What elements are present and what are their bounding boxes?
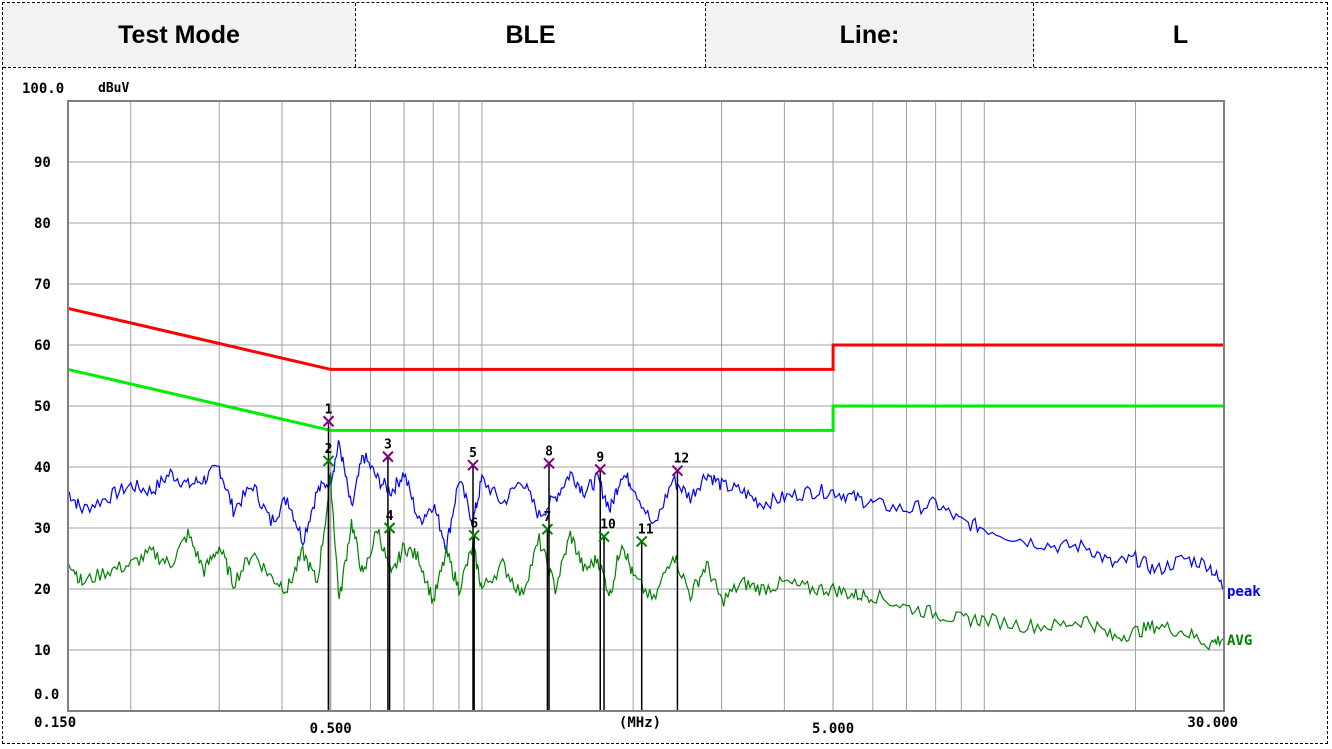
marker-cross-5 xyxy=(467,459,479,471)
y-tick-label: 100.0 xyxy=(22,81,64,97)
marker-cross-9 xyxy=(594,463,606,476)
test-mode-label: Test Mode xyxy=(3,3,355,67)
marker-cross-4 xyxy=(383,522,396,534)
marker-cross-7 xyxy=(541,523,554,535)
marker-cross-11 xyxy=(636,535,648,548)
limit-line-avg xyxy=(67,367,1224,432)
y-tick-label: 20 xyxy=(34,582,51,598)
marker-cross-1 xyxy=(322,415,335,427)
y-tick-label: 90 xyxy=(34,155,51,171)
y-axis-unit: dBuV xyxy=(98,81,129,96)
y-tick-label: 10 xyxy=(34,643,51,659)
marker-label-9: 9 xyxy=(596,450,604,465)
marker-cross-8 xyxy=(543,457,555,470)
y-tick-label: 0.0 xyxy=(34,687,59,703)
marker-label-8: 8 xyxy=(545,444,553,459)
y-tick-label: 60 xyxy=(34,338,51,354)
y-tick-label: 40 xyxy=(34,460,51,476)
marker-label-1: 1 xyxy=(325,402,333,417)
legend-label-peak: peak xyxy=(1227,584,1261,600)
marker-cross-2 xyxy=(322,455,335,467)
limit-lines xyxy=(67,306,1224,432)
marker-label-3: 3 xyxy=(384,438,392,453)
x-tick-label: 0.500 xyxy=(310,721,352,737)
marker-cross-12 xyxy=(671,464,684,477)
x-tick-label: 5.000 xyxy=(812,721,854,737)
marker-label-2: 2 xyxy=(325,442,333,457)
x-tick-label: 30.000 xyxy=(1187,715,1238,731)
marker-cross-3 xyxy=(382,450,394,463)
x-axis-unit: (MHz) xyxy=(619,715,661,731)
y-tick-label: 30 xyxy=(34,521,51,537)
marker-cross-6 xyxy=(468,529,480,542)
marker-label-4: 4 xyxy=(386,509,394,524)
series-line-peak xyxy=(67,440,1225,590)
marker-label-10: 10 xyxy=(600,518,616,533)
marker-label-6: 6 xyxy=(470,516,478,531)
y-tick-label: 50 xyxy=(34,399,51,415)
marker-label-5: 5 xyxy=(469,446,477,461)
test-mode-value: BLE xyxy=(355,3,705,67)
series-lines: peak AVG xyxy=(67,440,1261,651)
marker-cross-10 xyxy=(598,530,610,543)
line-value: L xyxy=(1033,3,1327,67)
y-tick-label: 70 xyxy=(34,277,51,293)
y-tick-label: 80 xyxy=(34,216,51,232)
marker-label-11: 11 xyxy=(638,522,654,537)
legend-label-avg: AVG xyxy=(1227,633,1252,649)
marker-label-12: 12 xyxy=(674,452,690,467)
test-info-header: Test Mode BLE Line: L xyxy=(3,3,1327,68)
line-label: Line: xyxy=(705,3,1033,67)
marker-label-7: 7 xyxy=(543,510,551,525)
series-line-avg xyxy=(67,472,1225,651)
x-tick-label: 0.150 xyxy=(34,715,76,731)
plot-border xyxy=(67,100,1225,712)
limit-line-qp xyxy=(67,306,1224,371)
